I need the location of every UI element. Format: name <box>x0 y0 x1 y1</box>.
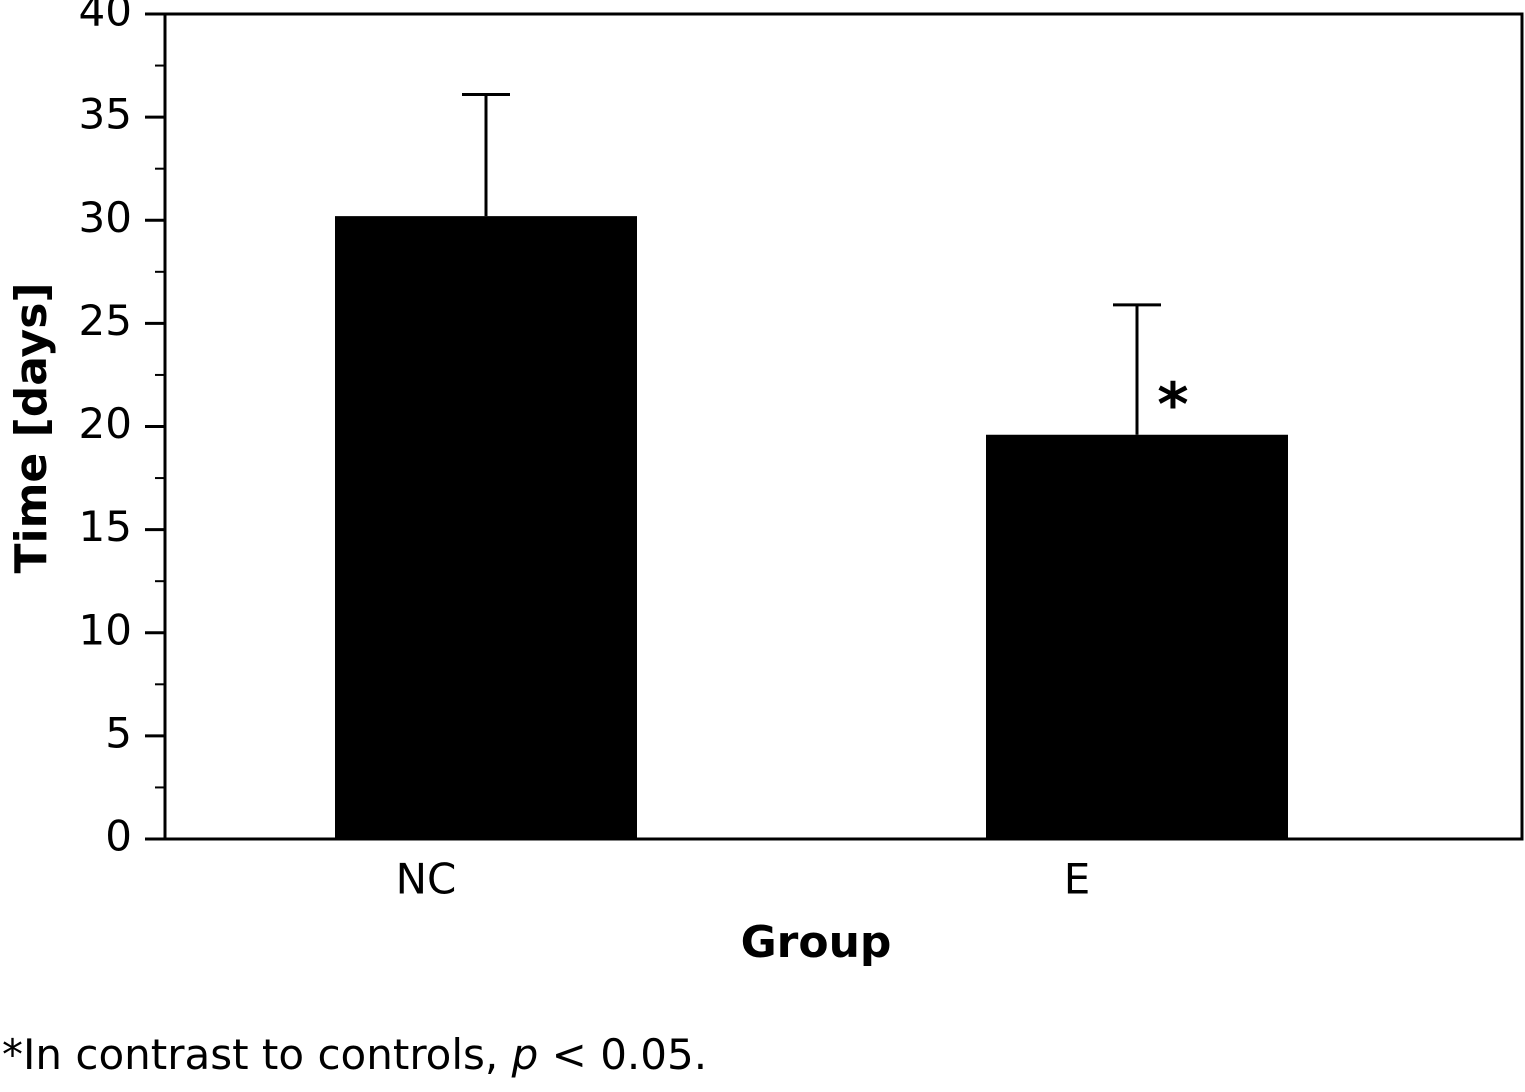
footnote-italic: p <box>511 1030 539 1079</box>
footnote-text: < 0.05. <box>538 1030 708 1079</box>
y-tick-label: 15 <box>79 502 132 551</box>
y-tick-label: 25 <box>79 296 132 345</box>
y-tick-label: 0 <box>105 812 132 861</box>
y-tick-label: 35 <box>79 90 132 139</box>
x-axis-label: Group <box>741 917 892 968</box>
chart: Group Time [days] 0 5 10 15 20 25 30 35 40 NC E * <box>6 0 1524 968</box>
bar <box>335 216 637 839</box>
y-tick-label: 40 <box>79 0 132 36</box>
y-tick-label: 20 <box>79 399 132 448</box>
x-tick-label: NC <box>396 855 457 904</box>
x-tick-label: E <box>1064 855 1091 904</box>
footnote-text: *In contrast to controls, <box>2 1030 512 1079</box>
y-axis-label: Time [days] <box>6 282 57 573</box>
annotation: * <box>1157 370 1188 440</box>
footnote: *In contrast to controls, p < 0.05. <box>2 1030 707 1079</box>
y-tick-label: 30 <box>79 193 132 242</box>
y-tick-label: 10 <box>79 605 132 654</box>
bar <box>986 434 1288 839</box>
y-tick-label: 5 <box>105 708 132 757</box>
